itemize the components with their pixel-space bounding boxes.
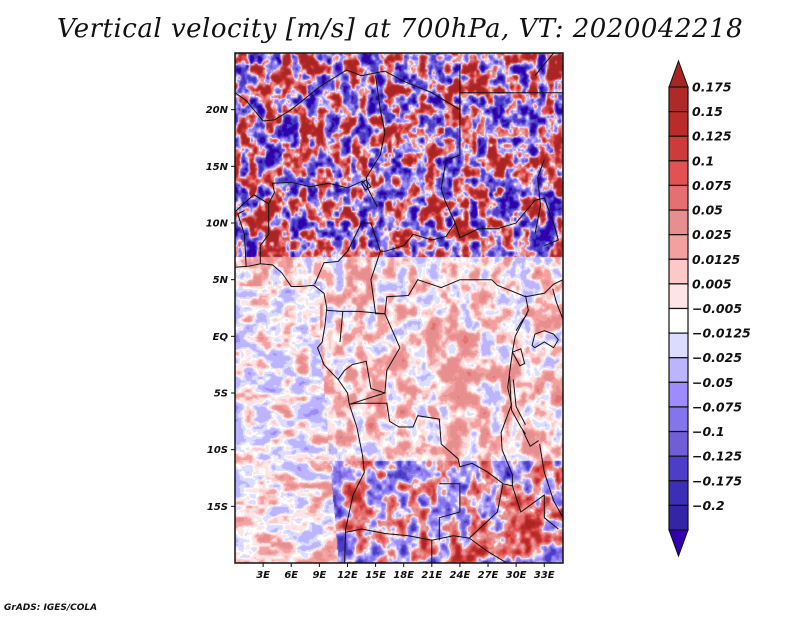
colorbar-swatch	[668, 332, 689, 359]
colorbar-label: −0.075	[692, 399, 742, 414]
border-line-29	[511, 348, 526, 367]
map-field	[235, 53, 563, 563]
colorbar-swatch	[668, 258, 689, 285]
colorbar-label: 0.075	[692, 178, 732, 193]
border-line-19	[345, 528, 470, 541]
grads-credit: GrADS: IGES/COLA	[4, 603, 98, 613]
border-line-18	[349, 295, 529, 487]
y-tick-label: 5N	[213, 275, 229, 286]
colorbar-swatch	[668, 86, 689, 113]
x-tick-label: 18E	[393, 570, 414, 581]
x-tick-label: 24E	[450, 570, 471, 581]
border-line-33	[534, 159, 545, 235]
border-line-0	[235, 263, 365, 563]
y-tick-label: 10N	[206, 219, 229, 230]
border-line-14	[454, 197, 559, 247]
border-line-13	[491, 279, 563, 298]
colorbar-swatch	[668, 381, 689, 408]
x-tick-label: 12E	[337, 570, 358, 581]
colorbar-swatch	[668, 504, 689, 531]
x-tick-label: 27E	[478, 570, 499, 581]
colorbar-swatch	[668, 209, 689, 236]
border-line-9	[380, 160, 456, 252]
border-line-30	[515, 313, 528, 331]
colorbar-label: 0.125	[692, 129, 732, 144]
border-line-34	[534, 53, 554, 77]
colorbar-swatch	[668, 234, 689, 260]
colorbar-swatch	[668, 307, 689, 334]
y-tick-label: 15S	[207, 502, 228, 513]
y-tick-label: 5S	[214, 389, 228, 400]
border-line-8	[235, 194, 269, 213]
border-line-7	[237, 210, 247, 268]
colorbar-swatch	[668, 283, 689, 310]
border-line-17	[384, 313, 401, 394]
border-line-11	[314, 222, 492, 315]
y-tick-label: 10S	[207, 445, 228, 456]
colorbar-swatch	[668, 357, 689, 383]
border-line-4	[268, 180, 378, 208]
border-line-28	[531, 330, 559, 349]
colorbar-label: 0.175	[692, 80, 732, 95]
colorbar-swatch	[668, 111, 689, 137]
colorbar-label: −0.2	[692, 498, 725, 513]
y-axis: 20N 15N 10N 5N EQ 5S 10S 15S	[206, 105, 235, 513]
colorbar-swatch	[668, 480, 689, 506]
y-tick-label: 15N	[206, 162, 229, 173]
colorbar-label: 0.05	[692, 203, 723, 218]
border-line-27	[522, 430, 539, 448]
border-line-24	[539, 443, 563, 518]
colorbar-label: 0.0125	[692, 252, 741, 267]
chart-title: Vertical velocity [m/s] at 700hPa, VT: 2…	[56, 14, 744, 44]
colorbar-label: 0.1	[692, 153, 714, 168]
colorbar-bottom-triangle	[668, 529, 689, 558]
border-line-26	[512, 379, 526, 425]
colorbar-swatch	[668, 184, 689, 211]
colorbar-swatch	[668, 455, 689, 482]
x-tick-label: 30E	[506, 570, 527, 581]
x-tick-label: 9E	[312, 570, 326, 581]
colorbar-label: 0.025	[692, 227, 732, 242]
x-axis: 3E 6E 9E 12E 15E 18E 21E 24E 27E 30E 33E	[256, 563, 555, 581]
border-line-1	[263, 64, 461, 122]
colorbar-label: −0.175	[692, 473, 742, 488]
border-line-23	[468, 483, 508, 563]
colorbar-label: −0.0125	[692, 326, 751, 341]
colorbar-swatch	[668, 135, 689, 162]
border-line-22	[511, 485, 559, 530]
border-line-31	[552, 288, 563, 320]
x-tick-label: 15E	[365, 570, 386, 581]
colorbar-label: −0.025	[692, 350, 742, 365]
colorbar-swatch	[668, 160, 689, 187]
colorbar-label: −0.1	[692, 424, 725, 439]
colorbar-label: −0.125	[692, 449, 742, 464]
colorbar-label: −0.005	[692, 301, 742, 316]
border-line-2	[235, 92, 264, 122]
colorbar-label: 0.005	[692, 276, 732, 291]
border-line-15	[339, 311, 344, 343]
x-tick-label: 33E	[534, 570, 555, 581]
colorbar: 0.175 0.15 0.125 0.1 0.075 0.05 0.025 0.0125 0.0…	[668, 59, 751, 558]
y-tick-label: 20N	[206, 105, 229, 116]
border-line-6	[259, 203, 270, 264]
vertical-velocity-shading	[235, 53, 563, 563]
colorbar-swatch	[668, 430, 689, 457]
map-frame	[234, 52, 564, 564]
country-borders	[235, 53, 563, 563]
colorbar-label: −0.05	[692, 375, 734, 390]
colorbar-label: 0.15	[692, 104, 723, 119]
border-line-10	[445, 115, 461, 162]
border-line-12	[325, 309, 385, 315]
colorbar-swatch	[668, 406, 689, 433]
border-line-20	[438, 483, 461, 541]
colorbar-top-triangle	[668, 59, 689, 88]
y-tick-label: EQ	[213, 332, 229, 343]
x-tick-label: 21E	[421, 570, 442, 581]
border-line-32	[361, 179, 372, 191]
x-tick-label: 3E	[256, 570, 270, 581]
border-line-3	[459, 92, 563, 116]
x-tick-label: 6E	[284, 570, 298, 581]
